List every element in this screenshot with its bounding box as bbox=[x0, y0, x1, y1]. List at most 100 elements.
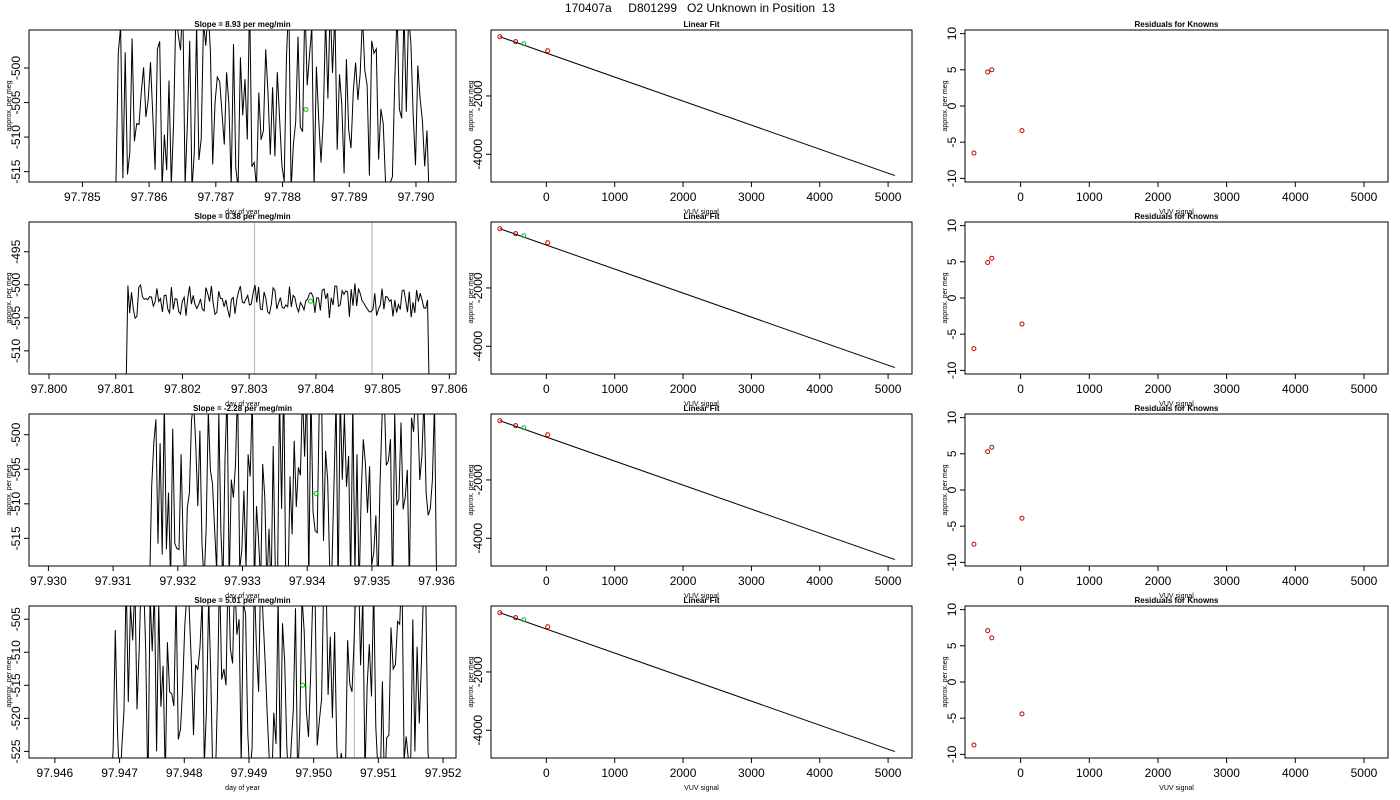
panel-title: Slope = 0.38 per meg/min bbox=[194, 212, 290, 221]
known-point bbox=[545, 240, 551, 246]
plot-frame bbox=[964, 413, 1389, 567]
residual-point bbox=[1019, 128, 1025, 134]
x-tick-label: 5000 bbox=[875, 766, 902, 780]
known-point bbox=[513, 231, 519, 237]
x-tick-label: 97.803 bbox=[231, 382, 268, 396]
known-point bbox=[513, 423, 519, 429]
y-tick-label: -5 bbox=[945, 137, 959, 148]
y-axis-label: approx. per meg bbox=[942, 272, 949, 323]
y-axis-label: approx. per meg bbox=[6, 80, 13, 131]
y-tick-label: -515 bbox=[9, 159, 23, 183]
x-tick-label: 97.933 bbox=[224, 574, 261, 588]
y-tick-label: -505 bbox=[9, 607, 23, 631]
y-tick-label: -505 bbox=[9, 457, 23, 481]
panel-title: Residuals for Knowns bbox=[1134, 212, 1219, 221]
y-tick-label: 5 bbox=[945, 450, 959, 457]
y-tick-label: -5 bbox=[945, 329, 959, 340]
panel-title: Slope = 5.01 per meg/min bbox=[194, 596, 290, 605]
y-tick-label: -525 bbox=[9, 739, 23, 763]
residual-point bbox=[971, 742, 977, 748]
residual-point bbox=[1019, 515, 1025, 521]
y-tick-label: -2000 bbox=[471, 656, 485, 687]
x-tick-label: 3000 bbox=[738, 766, 765, 780]
x-axis-label: day of year bbox=[225, 593, 260, 600]
y-axis-label: approx. per meg bbox=[6, 656, 13, 707]
x-tick-label: 97.951 bbox=[360, 766, 397, 780]
plot-area bbox=[971, 628, 1025, 748]
unknown-point bbox=[521, 617, 527, 623]
plot-area bbox=[497, 610, 896, 753]
x-tick-label: 97.948 bbox=[166, 766, 203, 780]
residual-point bbox=[1019, 321, 1025, 327]
x-tick-label: 97.802 bbox=[164, 382, 201, 396]
x-tick-label: 4000 bbox=[1282, 766, 1309, 780]
unknown-mean-point bbox=[308, 298, 314, 304]
x-tick-label: 97.805 bbox=[364, 382, 401, 396]
x-tick-label: 4000 bbox=[806, 382, 833, 396]
unknown-mean-point bbox=[300, 682, 306, 688]
plot-area bbox=[112, 606, 429, 758]
x-tick-label: 0 bbox=[543, 574, 550, 588]
x-tick-label: 1000 bbox=[601, 190, 628, 204]
y-tick-label: -510 bbox=[9, 640, 23, 664]
plot-frame bbox=[28, 413, 457, 567]
plot-frame bbox=[490, 413, 913, 567]
x-axis-label: VUV signal bbox=[1159, 593, 1194, 600]
x-tick-label: 97.947 bbox=[101, 766, 138, 780]
residual-point bbox=[985, 628, 991, 634]
x-axis-label: VUV signal bbox=[684, 785, 719, 792]
y-tick-label: -510 bbox=[9, 491, 23, 515]
y-tick-label: 5 bbox=[945, 66, 959, 73]
known-point bbox=[545, 48, 551, 54]
x-tick-label: 97.932 bbox=[159, 574, 196, 588]
y-tick-label: -510 bbox=[9, 339, 23, 363]
residual-point bbox=[989, 635, 995, 641]
x-axis-label: day of year bbox=[225, 401, 260, 408]
y-tick-label: -500 bbox=[9, 272, 23, 296]
x-tick-label: 97.804 bbox=[298, 382, 335, 396]
x-tick-label: 2000 bbox=[670, 382, 697, 396]
plot-frame bbox=[490, 221, 913, 375]
y-tick-label: -10 bbox=[945, 169, 959, 187]
x-tick-label: 0 bbox=[1017, 574, 1024, 588]
plot-area bbox=[497, 34, 896, 177]
x-tick-label: 2000 bbox=[670, 574, 697, 588]
x-tick-label: 97.785 bbox=[64, 190, 101, 204]
known-point bbox=[497, 226, 503, 232]
fit-line bbox=[499, 228, 896, 369]
plot-area bbox=[971, 444, 1025, 547]
data-trace bbox=[115, 30, 430, 182]
y-tick-label: -505 bbox=[9, 90, 23, 114]
residual-point bbox=[989, 67, 995, 73]
y-axis-label: approx. per meg bbox=[468, 656, 475, 707]
fit-line bbox=[499, 612, 896, 753]
x-tick-label: 97.790 bbox=[398, 190, 435, 204]
y-tick-label: -4000 bbox=[471, 139, 485, 170]
y-tick-label: -4000 bbox=[471, 331, 485, 362]
plot-area bbox=[971, 67, 1025, 156]
x-tick-label: 4000 bbox=[1282, 574, 1309, 588]
y-axis-label: approx. per meg bbox=[468, 464, 475, 515]
plot-frame bbox=[964, 605, 1389, 759]
unknown-mean-point bbox=[313, 490, 319, 496]
y-axis-label: approx. per meg bbox=[468, 272, 475, 323]
x-tick-label: 5000 bbox=[1351, 766, 1378, 780]
y-axis-label: approx. per meg bbox=[6, 464, 13, 515]
y-tick-label: -520 bbox=[9, 706, 23, 730]
x-tick-label: 3000 bbox=[1213, 190, 1240, 204]
y-tick-label: 10 bbox=[945, 27, 959, 41]
x-tick-label: 5000 bbox=[875, 190, 902, 204]
panel-title: Linear Fit bbox=[683, 596, 719, 605]
residual-point bbox=[989, 444, 995, 450]
x-tick-label: 3000 bbox=[738, 574, 765, 588]
residual-point bbox=[971, 150, 977, 156]
x-tick-label: 97.936 bbox=[418, 574, 455, 588]
x-tick-label: 3000 bbox=[1213, 382, 1240, 396]
residual-point bbox=[1019, 711, 1025, 717]
plot-area bbox=[497, 226, 896, 369]
